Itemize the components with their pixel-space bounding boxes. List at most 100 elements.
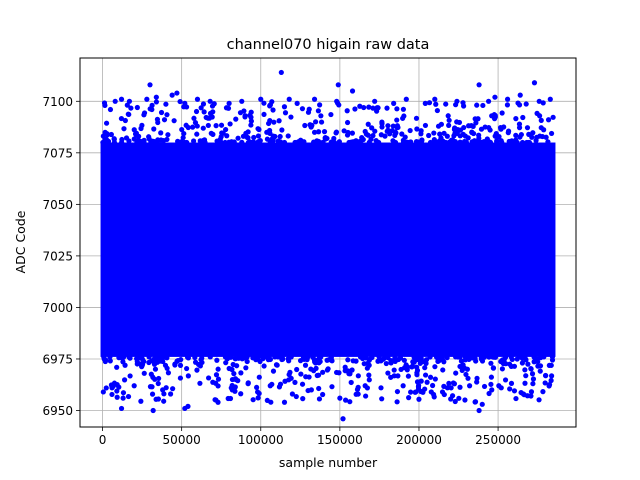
data-point — [302, 362, 309, 368]
data-point — [384, 354, 390, 360]
data-point — [546, 383, 552, 389]
data-point-outlier — [378, 385, 384, 391]
data-point — [430, 139, 437, 145]
data-point — [200, 101, 207, 107]
data-point — [456, 395, 462, 401]
data-point — [474, 102, 480, 108]
data-point-outlier — [102, 102, 108, 109]
data-point-outlier — [245, 381, 251, 387]
data-point-outlier — [278, 69, 284, 76]
data-point — [170, 386, 176, 392]
data-point — [103, 120, 110, 126]
data-point — [474, 375, 480, 381]
data-point — [308, 124, 314, 130]
data-point-outlier — [476, 407, 482, 414]
data-point — [114, 394, 120, 400]
data-point — [548, 377, 554, 384]
data-point — [513, 132, 519, 138]
data-point — [147, 106, 153, 112]
x-axis-label: sample number — [279, 455, 378, 470]
data-point — [261, 111, 267, 118]
data-point — [260, 355, 266, 361]
data-point — [266, 120, 272, 127]
data-point — [505, 128, 512, 134]
data-point-outlier — [207, 98, 213, 104]
data-point — [276, 118, 282, 124]
data-point — [385, 370, 391, 376]
data-point — [248, 109, 254, 115]
data-point — [293, 393, 299, 400]
data-point — [192, 354, 198, 361]
data-point — [355, 391, 361, 397]
data-point — [380, 356, 386, 362]
data-point — [364, 365, 370, 371]
data-point — [149, 391, 156, 397]
data-point — [548, 362, 554, 368]
data-point — [243, 365, 249, 371]
data-point — [432, 376, 438, 382]
data-point — [496, 134, 502, 140]
data-point — [446, 117, 452, 123]
data-point — [311, 129, 318, 135]
data-point — [315, 357, 321, 363]
data-point-outlier — [147, 82, 153, 88]
data-point — [158, 109, 165, 116]
data-point — [427, 354, 433, 360]
data-point — [385, 123, 391, 129]
data-point — [443, 101, 449, 107]
data-point — [348, 379, 354, 386]
data-point — [398, 366, 404, 373]
data-point — [199, 355, 205, 361]
data-point — [519, 360, 525, 366]
data-point — [439, 389, 446, 395]
data-point — [519, 139, 526, 146]
dense-sample-band — [100, 142, 556, 357]
data-point-outlier — [120, 395, 126, 401]
data-point — [549, 354, 556, 360]
data-point — [395, 373, 401, 379]
data-point — [267, 102, 274, 108]
data-point — [138, 398, 144, 404]
data-point — [268, 399, 274, 405]
data-point — [237, 110, 244, 116]
data-point — [364, 360, 371, 367]
data-point — [522, 380, 528, 386]
data-point — [292, 379, 298, 386]
data-point — [152, 366, 159, 372]
data-point — [536, 397, 542, 403]
data-point — [499, 110, 505, 116]
data-point — [543, 134, 549, 140]
data-point — [522, 367, 528, 373]
data-point — [102, 358, 108, 365]
data-point — [413, 139, 420, 145]
data-point-outlier — [254, 389, 261, 395]
data-point — [103, 385, 109, 391]
data-point — [109, 391, 115, 398]
data-point — [171, 118, 177, 124]
data-point — [255, 133, 262, 139]
data-point-outlier — [340, 416, 346, 422]
data-point — [267, 130, 273, 137]
data-point — [146, 136, 152, 142]
data-point — [374, 139, 381, 146]
data-point — [301, 139, 307, 145]
data-point — [315, 129, 322, 135]
data-point — [550, 114, 556, 120]
data-point — [247, 139, 253, 145]
data-point — [316, 396, 323, 402]
data-point-outlier — [454, 98, 460, 104]
data-point — [251, 134, 257, 141]
data-point — [329, 384, 335, 390]
data-point — [372, 128, 378, 134]
data-point — [443, 139, 449, 146]
data-point — [457, 139, 463, 145]
data-point — [119, 354, 125, 361]
data-point — [213, 123, 219, 129]
data-point — [480, 102, 486, 109]
data-point — [486, 354, 492, 360]
data-point — [161, 391, 167, 397]
data-point — [242, 113, 248, 119]
data-point — [400, 115, 406, 121]
data-point — [410, 359, 416, 365]
plot-frame — [79, 57, 577, 428]
